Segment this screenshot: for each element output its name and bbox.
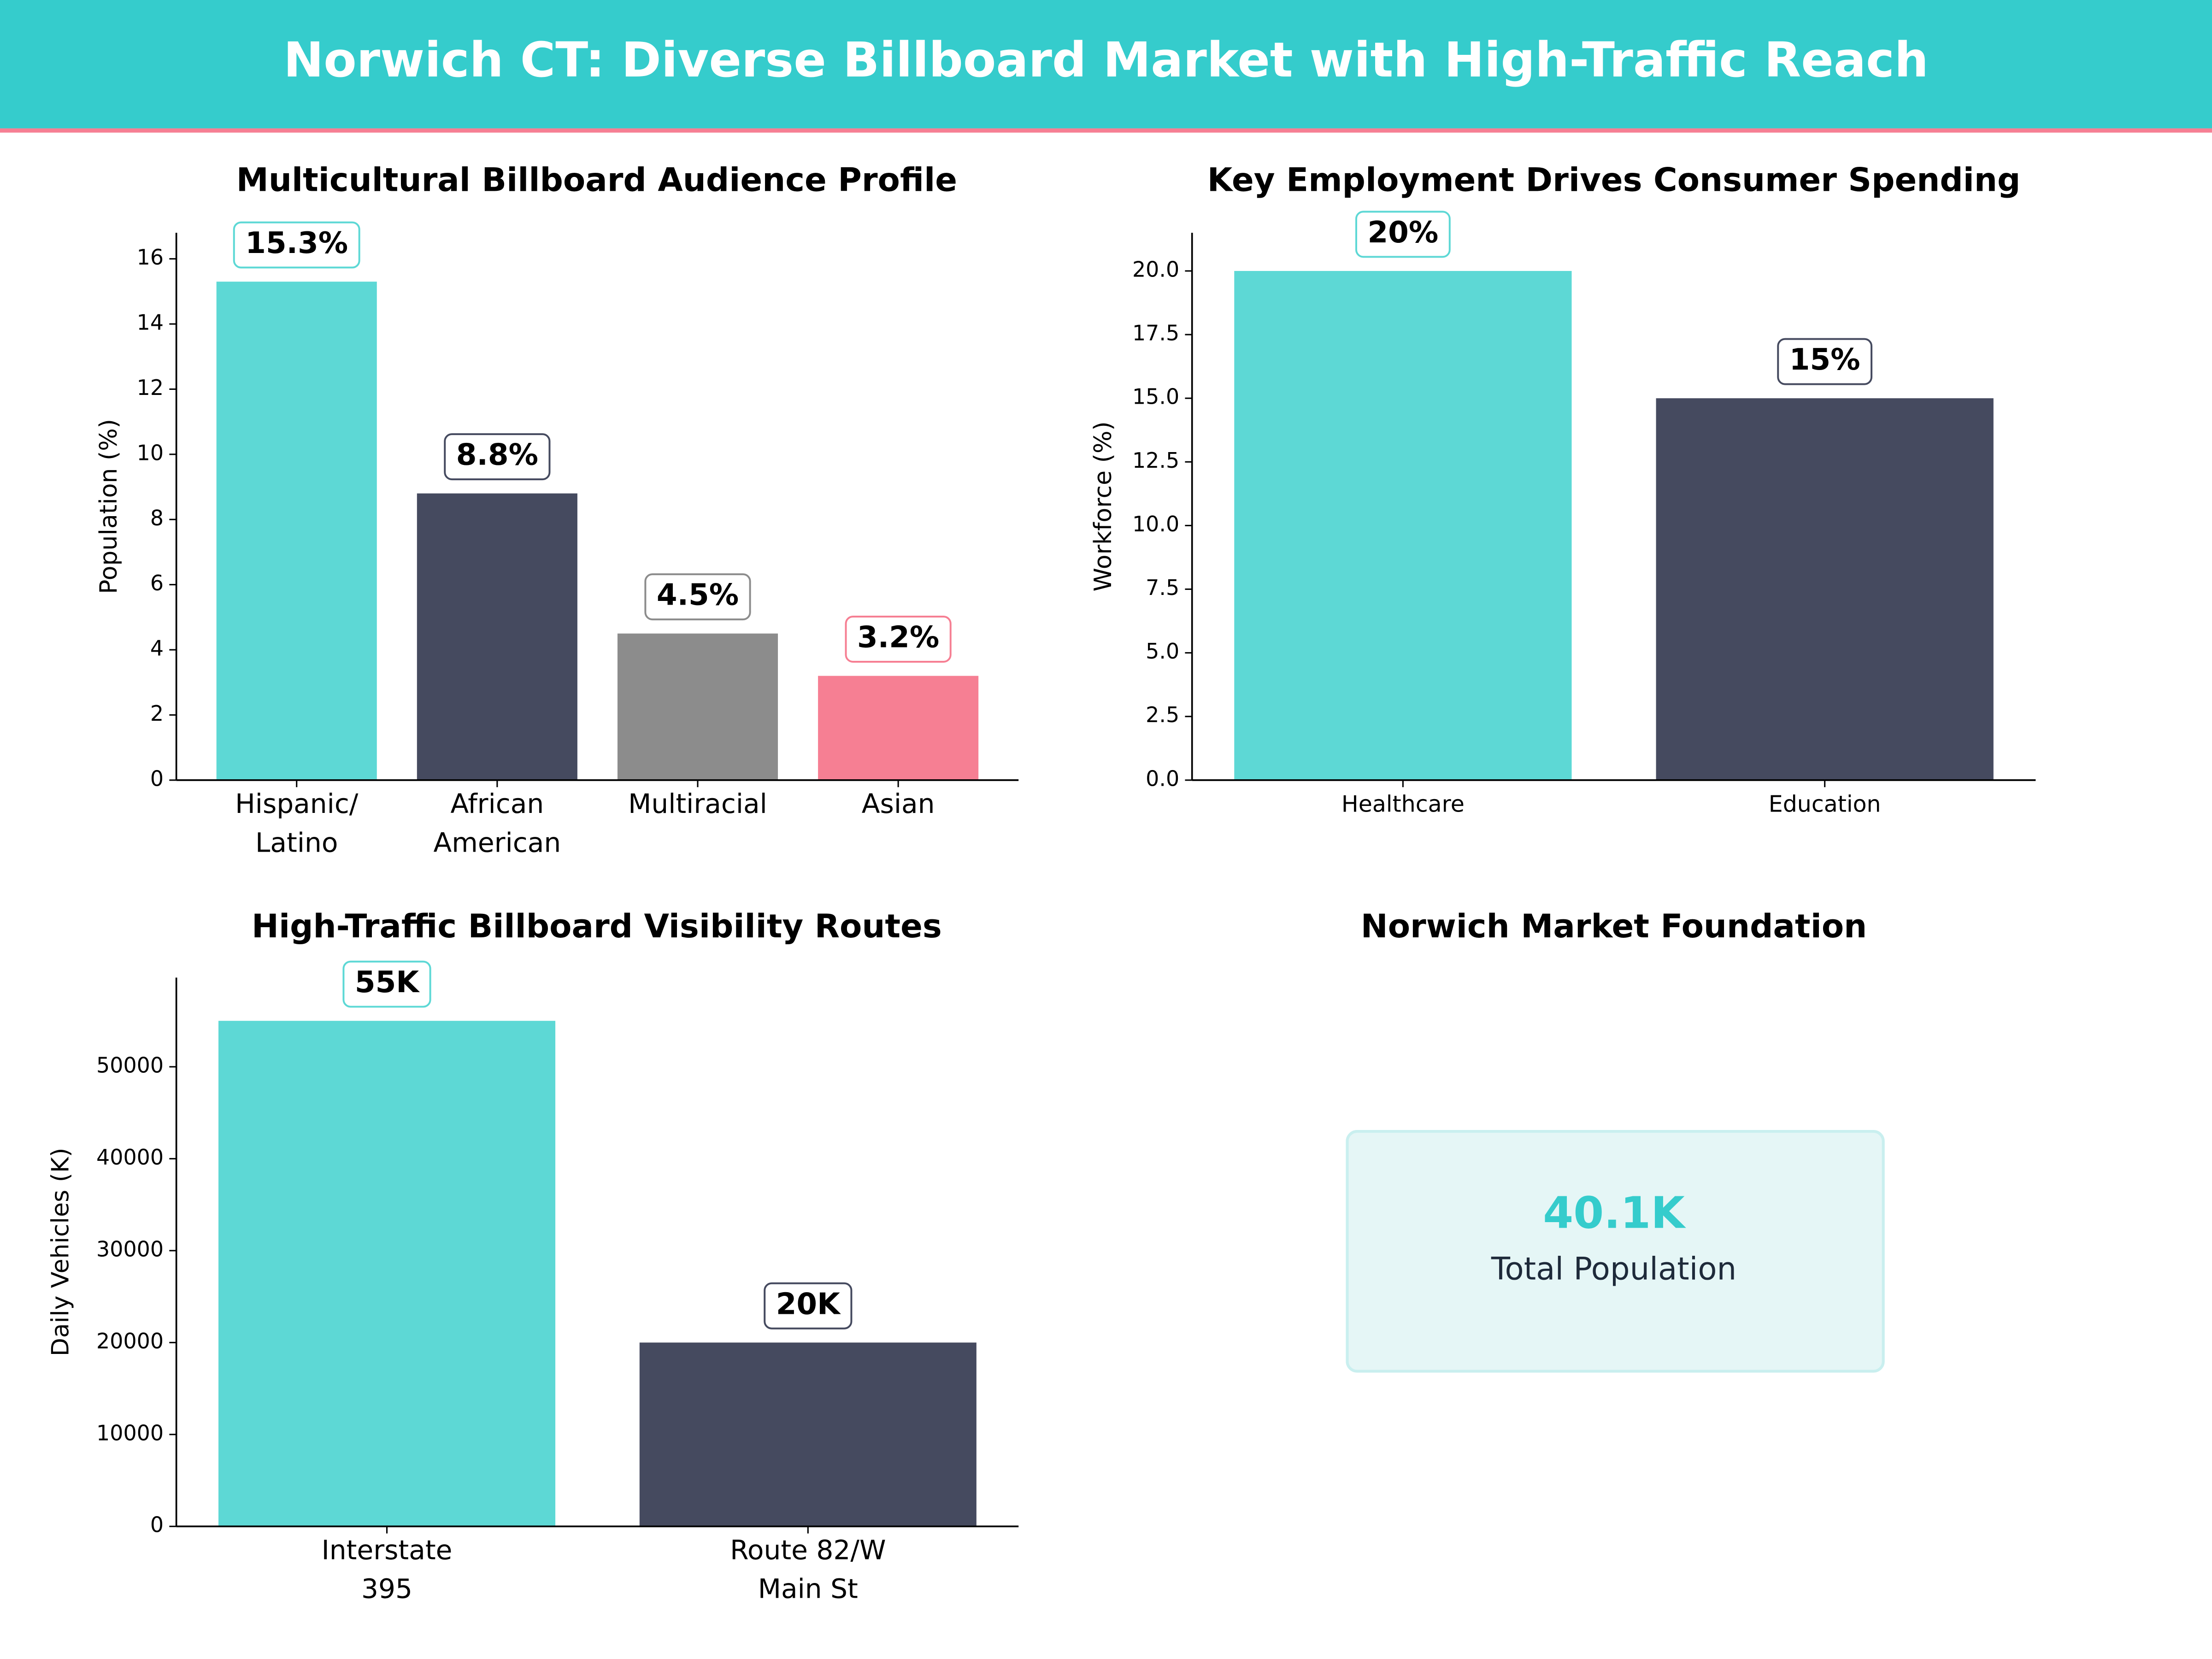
y-axis-label: Daily Vehicles (K) [47, 1148, 75, 1357]
y-tick-label: 16 [137, 245, 164, 270]
value-label: 20% [1367, 215, 1438, 250]
y-tick-label: 10 [137, 440, 164, 465]
y-tick-label: 12.5 [1132, 448, 1179, 473]
y-tick-label: 0 [150, 1512, 164, 1537]
header-band [0, 0, 2212, 129]
y-tick-label: 8 [150, 506, 164, 530]
header-title: Norwich CT: Diverse Billboard Market wit… [283, 32, 1929, 88]
y-tick-label: 7.5 [1146, 575, 1179, 600]
y-tick-label: 15.0 [1132, 384, 1179, 409]
x-tick-label: Multiracial [628, 788, 767, 819]
x-tick-label: Route 82/W Main St [730, 1534, 886, 1604]
x-tick-label: Healthcare [1341, 791, 1465, 817]
value-label-box [342, 960, 431, 1008]
bar [617, 633, 778, 780]
bar [1234, 271, 1572, 780]
y-tick-label: 17.5 [1132, 321, 1179, 346]
kpi-card [1346, 1130, 1885, 1373]
y-tick-label: 0.0 [1146, 766, 1179, 791]
bar [818, 676, 979, 780]
bar [639, 1342, 977, 1527]
value-label: 55K [355, 965, 420, 1000]
value-label-box [644, 573, 751, 621]
y-tick-label: 40000 [96, 1145, 164, 1170]
value-label: 15.3% [245, 226, 348, 260]
y-tick-label: 12 [137, 375, 164, 400]
y-tick-label: 0 [150, 766, 164, 791]
y-tick-label: 6 [150, 571, 164, 595]
bar [417, 493, 577, 780]
value-label-box [444, 433, 551, 481]
kpi-label: Total Population [1491, 1251, 1736, 1287]
x-tick-label: Hispanic/Latino [235, 788, 359, 858]
x-tick-label: Education [1769, 791, 1881, 817]
kpi-value: 40.1K [1543, 1188, 1686, 1239]
y-tick-label: 2.5 [1146, 702, 1179, 727]
value-label: 8.8% [456, 438, 538, 472]
x-tick-label: African American [433, 788, 561, 858]
bar [216, 282, 377, 780]
value-label: 4.5% [657, 578, 739, 612]
value-label-box [1355, 211, 1451, 258]
y-axis-label: Population (%) [95, 419, 123, 594]
chart-title: Multicultural Billboard Audience Profile [236, 161, 957, 199]
value-label: 20K [776, 1287, 841, 1321]
y-tick-label: 10000 [96, 1420, 164, 1445]
value-label-box [764, 1282, 853, 1330]
chart-title: Key Employment Drives Consumer Spending [1207, 161, 2021, 199]
x-tick-label: Interstate 395 [322, 1534, 453, 1604]
kpi-title: Norwich Market Foundation [1361, 907, 1867, 945]
chart-title: High-Traffic Billboard Visibility Routes [252, 907, 942, 945]
value-label: 3.2% [857, 620, 939, 655]
x-tick-label: Asian [862, 788, 935, 819]
bar [1656, 398, 1994, 780]
y-tick-label: 2 [150, 701, 164, 726]
y-tick-label: 4 [150, 636, 164, 661]
y-tick-label: 5.0 [1146, 639, 1179, 664]
header-rule [0, 128, 2212, 133]
bar [218, 1021, 556, 1527]
value-label-box [233, 221, 360, 269]
y-tick-label: 14 [137, 310, 164, 335]
y-tick-label: 30000 [96, 1236, 164, 1261]
y-tick-label: 50000 [96, 1053, 164, 1077]
y-axis-label: Workforce (%) [1089, 421, 1117, 591]
value-label-box [1777, 338, 1873, 385]
value-label: 15% [1789, 342, 1860, 377]
value-label-box [845, 616, 952, 663]
y-tick-label: 20.0 [1132, 257, 1179, 282]
y-tick-label: 20000 [96, 1329, 164, 1353]
y-tick-label: 10.0 [1132, 512, 1179, 536]
